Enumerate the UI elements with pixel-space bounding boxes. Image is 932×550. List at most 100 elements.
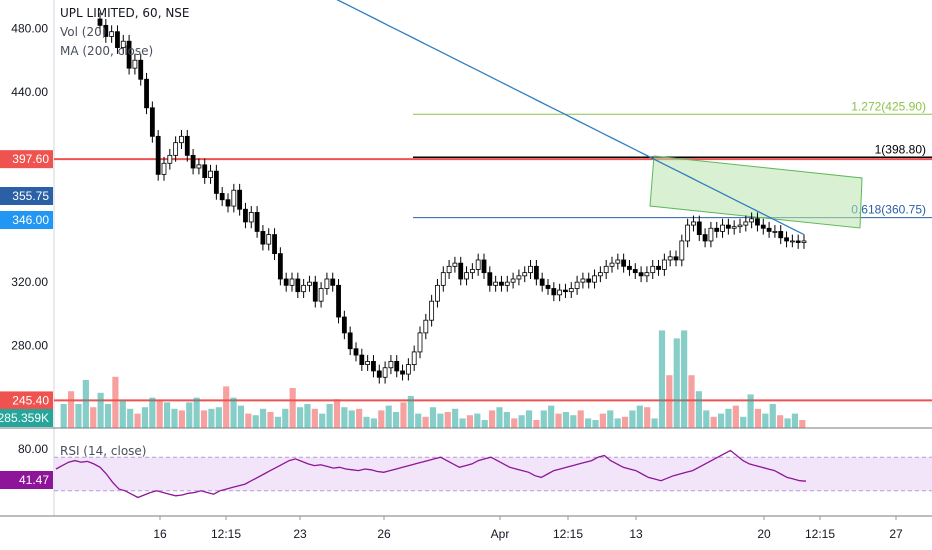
candle-body [330,278,336,286]
candle-body [394,361,400,372]
candle-body [481,259,487,274]
candle-body [237,189,243,210]
volume-bar [82,380,89,428]
candle-body [213,170,219,194]
candle [469,263,475,279]
candle-body [190,154,196,169]
candle-body [149,107,155,137]
time-axis-label: 20 [757,527,771,541]
volume-bar [186,402,193,428]
candle-body [469,269,475,274]
candle [208,164,213,184]
volume-bar [481,420,488,428]
candle-body [539,278,545,286]
candle-body [144,78,149,109]
price-axis-label: 440.00 [11,85,48,99]
candle [685,218,691,248]
volume-bar [326,404,333,428]
candle [132,53,138,75]
candle [516,269,522,286]
candle [638,266,644,283]
volume-bar [112,376,119,428]
candle-body [254,212,260,232]
candle-body [184,135,190,156]
volume-bar [215,407,222,428]
candle [371,355,376,378]
candle-body [528,265,533,274]
volume-bar [592,420,599,428]
candle-body [196,164,202,169]
volume-bar [333,399,341,428]
candle [714,221,720,238]
time-axis-label: 27 [889,527,903,541]
price-tag-box [0,150,53,169]
candle-body [341,316,347,334]
candle [225,193,231,213]
volume-bar [503,412,510,428]
volume-bar [540,410,547,428]
candle [405,358,411,381]
candle [260,225,266,251]
candle [801,234,807,249]
volume-bar [474,413,481,428]
candle [202,158,208,184]
volume-bar [348,410,355,428]
fib-level-label: 1(398.80) [875,142,926,156]
candle-body [795,240,801,243]
candle [353,342,359,362]
volume-bar [164,402,171,428]
candle [621,253,627,273]
candle [493,275,499,292]
candle [720,218,725,238]
price-tag-label: 245.40 [12,393,49,407]
candle-body [382,367,388,378]
volume-bar [75,404,82,428]
volume-bar [149,397,156,428]
candle [452,256,458,273]
candle [307,275,312,292]
volume-bar [97,392,104,428]
price-tag-label: 285.359K [0,411,49,425]
volume-bar [629,410,636,428]
candle-body [97,18,103,26]
candle-body [423,319,429,334]
volume-bar [621,416,629,428]
candle [760,218,766,235]
candle [755,212,760,232]
volume-bar [511,418,518,428]
time-axis-label: 12:15 [805,527,835,541]
candle-body [661,259,667,270]
volume-bar [784,418,791,428]
candle [603,259,609,279]
candle-body [673,256,679,261]
volume-bar [570,415,577,428]
candle [382,361,388,384]
candle-body [609,262,615,267]
volume-bar [695,391,702,428]
candle [120,34,126,54]
candle [661,253,667,276]
volume-bar [104,404,112,428]
candle [557,283,563,302]
volume-bar [452,408,459,428]
candle [702,228,708,248]
candle-body [353,348,359,356]
candle [365,355,371,371]
volume-bar [370,418,378,428]
candle-body [283,278,289,286]
candle-body [749,218,755,223]
price-axis-label: 320.00 [11,275,48,289]
price-tag-box [0,409,53,427]
candle-body [307,281,312,286]
candle-body [533,265,539,280]
price-axis-label: 480.00 [11,22,48,36]
candle-body [411,351,417,365]
candle-body [545,284,551,289]
candle-body [243,208,248,223]
volume-bar [607,410,614,428]
candle [359,348,365,371]
volume-bar [533,420,540,428]
candle [301,278,307,299]
candle [580,272,586,289]
